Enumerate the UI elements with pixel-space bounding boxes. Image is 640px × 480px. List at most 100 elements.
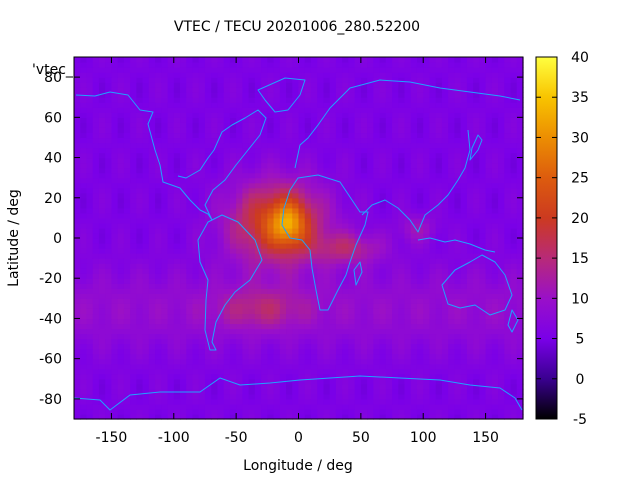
heatmap-cell (360, 182, 368, 189)
heatmap-cell (273, 313, 281, 320)
heatmap-cell (348, 87, 356, 93)
heatmap-cell (186, 408, 194, 415)
heatmap-cell (473, 328, 480, 335)
heatmap-cell (292, 142, 300, 149)
heatmap-cell (510, 77, 518, 83)
heatmap-cell (354, 293, 362, 299)
heatmap-cell (473, 182, 480, 189)
heatmap-cell (416, 182, 424, 189)
heatmap-cell (223, 253, 231, 259)
heatmap-cell (385, 243, 393, 249)
heatmap-cell (516, 273, 524, 279)
heatmap-cell (448, 288, 456, 294)
heatmap-cell (398, 137, 406, 144)
heatmap-cell (491, 373, 499, 380)
heatmap-cell (298, 202, 306, 209)
heatmap-cell (435, 398, 443, 405)
heatmap-cell (248, 92, 256, 98)
heatmap-cell (304, 393, 312, 400)
heatmap-cell (123, 413, 131, 420)
heatmap-cell (298, 238, 306, 244)
heatmap-cell (335, 318, 343, 325)
heatmap-cell (161, 97, 169, 103)
heatmap-cell (516, 147, 524, 154)
heatmap-cell (92, 207, 100, 214)
heatmap-cell (367, 157, 374, 164)
heatmap-cell (310, 398, 318, 405)
heatmap-cell (229, 202, 237, 209)
heatmap-cell (180, 268, 187, 274)
heatmap-cell (198, 187, 206, 194)
heatmap-cell (80, 338, 88, 345)
heatmap-cell (254, 303, 262, 309)
heatmap-cell (286, 368, 293, 375)
heatmap-cell (198, 343, 206, 350)
heatmap-cell (217, 177, 225, 184)
heatmap-cell (167, 97, 175, 103)
heatmap-cell (192, 147, 200, 154)
heatmap-cell (510, 137, 518, 144)
heatmap-cell (167, 308, 175, 315)
heatmap-cell (74, 167, 81, 174)
heatmap-cell (198, 102, 206, 108)
heatmap-cell (86, 112, 94, 118)
heatmap-cell (86, 97, 94, 103)
heatmap-cell (117, 107, 125, 113)
heatmap-cell (105, 142, 113, 149)
heatmap-cell (155, 393, 162, 400)
heatmap-cell (392, 92, 399, 98)
heatmap-cell (323, 293, 331, 299)
heatmap-cell (105, 298, 113, 304)
heatmap-cell (379, 328, 387, 335)
heatmap-cell (379, 323, 387, 330)
heatmap-cell (385, 117, 393, 123)
heatmap-cell (429, 117, 437, 123)
heatmap-cell (304, 97, 312, 103)
heatmap-cell (180, 353, 187, 360)
heatmap-cell (441, 393, 449, 400)
heatmap-cell (298, 248, 306, 254)
heatmap-cell (242, 303, 250, 309)
heatmap-cell (404, 318, 412, 325)
heatmap-cell (173, 187, 181, 194)
heatmap-cell (173, 77, 181, 83)
heatmap-cell (441, 107, 449, 113)
heatmap-cell (74, 147, 81, 154)
heatmap-cell (479, 197, 487, 204)
heatmap-cell (242, 243, 250, 249)
heatmap-cell (392, 238, 399, 244)
heatmap-cell (248, 398, 256, 405)
heatmap-cell (117, 313, 125, 320)
heatmap-cell (204, 107, 212, 113)
heatmap-cell (180, 117, 187, 123)
heatmap-cell (485, 202, 493, 209)
heatmap-cell (111, 127, 119, 134)
heatmap-cell (398, 358, 406, 365)
heatmap-cell (111, 177, 119, 184)
heatmap-cell (491, 202, 499, 209)
heatmap-cell (148, 132, 156, 139)
heatmap-cell (410, 333, 418, 340)
heatmap-cell (435, 172, 443, 179)
heatmap-cell (217, 202, 225, 209)
heatmap-cell (292, 288, 300, 294)
heatmap-cell (229, 393, 237, 400)
heatmap-cell (267, 298, 275, 304)
heatmap-cell (504, 147, 512, 154)
heatmap-cell (491, 177, 499, 184)
heatmap-cell (292, 348, 300, 355)
heatmap-cell (86, 358, 94, 365)
heatmap-cell (155, 232, 162, 239)
heatmap-cell (148, 278, 156, 284)
heatmap-cell (473, 398, 480, 405)
heatmap-cell (310, 368, 318, 375)
heatmap-cell (441, 363, 449, 370)
heatmap-cell (404, 212, 412, 219)
heatmap-cell (229, 273, 237, 279)
heatmap-cell (173, 308, 181, 315)
heatmap-cell (410, 207, 418, 214)
heatmap-cell (186, 238, 194, 244)
heatmap-cell (466, 383, 474, 390)
heatmap-cell (435, 268, 443, 274)
heatmap-cell (398, 388, 406, 395)
